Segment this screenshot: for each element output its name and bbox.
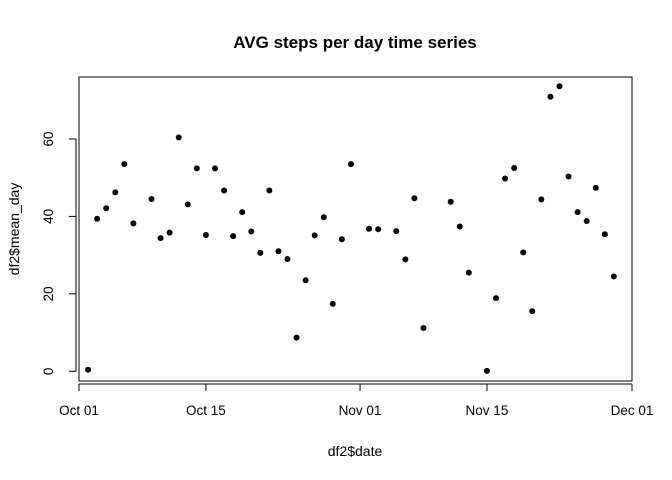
data-point [284, 256, 291, 263]
data-point [103, 205, 110, 212]
data-point [502, 175, 509, 182]
data-point [411, 195, 418, 202]
chart-title: AVG steps per day time series [233, 33, 476, 52]
data-point [420, 324, 427, 331]
x-axis-label: df2$date [328, 443, 383, 459]
data-point [130, 220, 137, 227]
x-tick-label: Nov 01 [339, 403, 382, 418]
data-point [574, 209, 581, 216]
data-point [483, 367, 490, 374]
data-point [329, 300, 336, 307]
y-tick-label: 0 [41, 368, 56, 376]
data-point [211, 165, 218, 172]
data-point [320, 214, 327, 221]
data-point [85, 366, 92, 373]
data-point [230, 233, 237, 240]
data-point [175, 134, 182, 141]
data-point [393, 228, 400, 235]
data-point [592, 184, 599, 191]
data-point [202, 232, 209, 239]
data-point [529, 308, 536, 315]
data-point [311, 232, 318, 239]
data-point [266, 187, 273, 194]
data-point [239, 209, 246, 216]
data-point [366, 225, 373, 232]
x-tick-label: Dec 01 [611, 403, 654, 418]
data-point [157, 235, 164, 242]
data-point [275, 248, 282, 255]
data-point [538, 196, 545, 203]
data-point [193, 165, 200, 172]
data-point [520, 249, 527, 256]
data-point [338, 236, 345, 243]
data-point [148, 195, 155, 202]
data-point [402, 256, 409, 263]
data-point [456, 223, 463, 230]
data-point [257, 249, 264, 256]
data-point [493, 295, 500, 302]
data-point [610, 273, 617, 280]
data-point [565, 173, 572, 180]
data-point [166, 229, 173, 236]
data-point [511, 165, 518, 172]
plot-frame [78, 76, 633, 382]
data-point [293, 334, 300, 341]
data-point [583, 218, 590, 225]
x-tick-label: Oct 01 [59, 403, 99, 418]
data-point [184, 201, 191, 208]
y-axis: 0 20 40 60 [41, 131, 77, 376]
data-point [302, 277, 309, 284]
data-points [85, 83, 617, 374]
x-axis: Oct 01 Oct 15 Nov 01 Nov 15 Dec 01 [59, 383, 654, 418]
x-tick-label: Nov 15 [466, 403, 509, 418]
y-tick-label: 20 [41, 286, 56, 301]
data-point [556, 83, 563, 90]
data-point [112, 189, 119, 196]
data-point [465, 269, 472, 276]
data-point [347, 161, 354, 168]
data-point [547, 93, 554, 100]
data-point [221, 187, 228, 194]
data-point [375, 226, 382, 233]
y-axis-label: df2$mean_day [6, 183, 22, 276]
y-tick-label: 60 [41, 131, 56, 146]
x-tick-label: Oct 15 [186, 403, 226, 418]
data-point [248, 228, 255, 235]
data-point [94, 215, 101, 222]
data-point [447, 198, 454, 205]
data-point [601, 231, 608, 238]
y-tick-label: 40 [41, 209, 56, 224]
data-point [121, 161, 128, 168]
